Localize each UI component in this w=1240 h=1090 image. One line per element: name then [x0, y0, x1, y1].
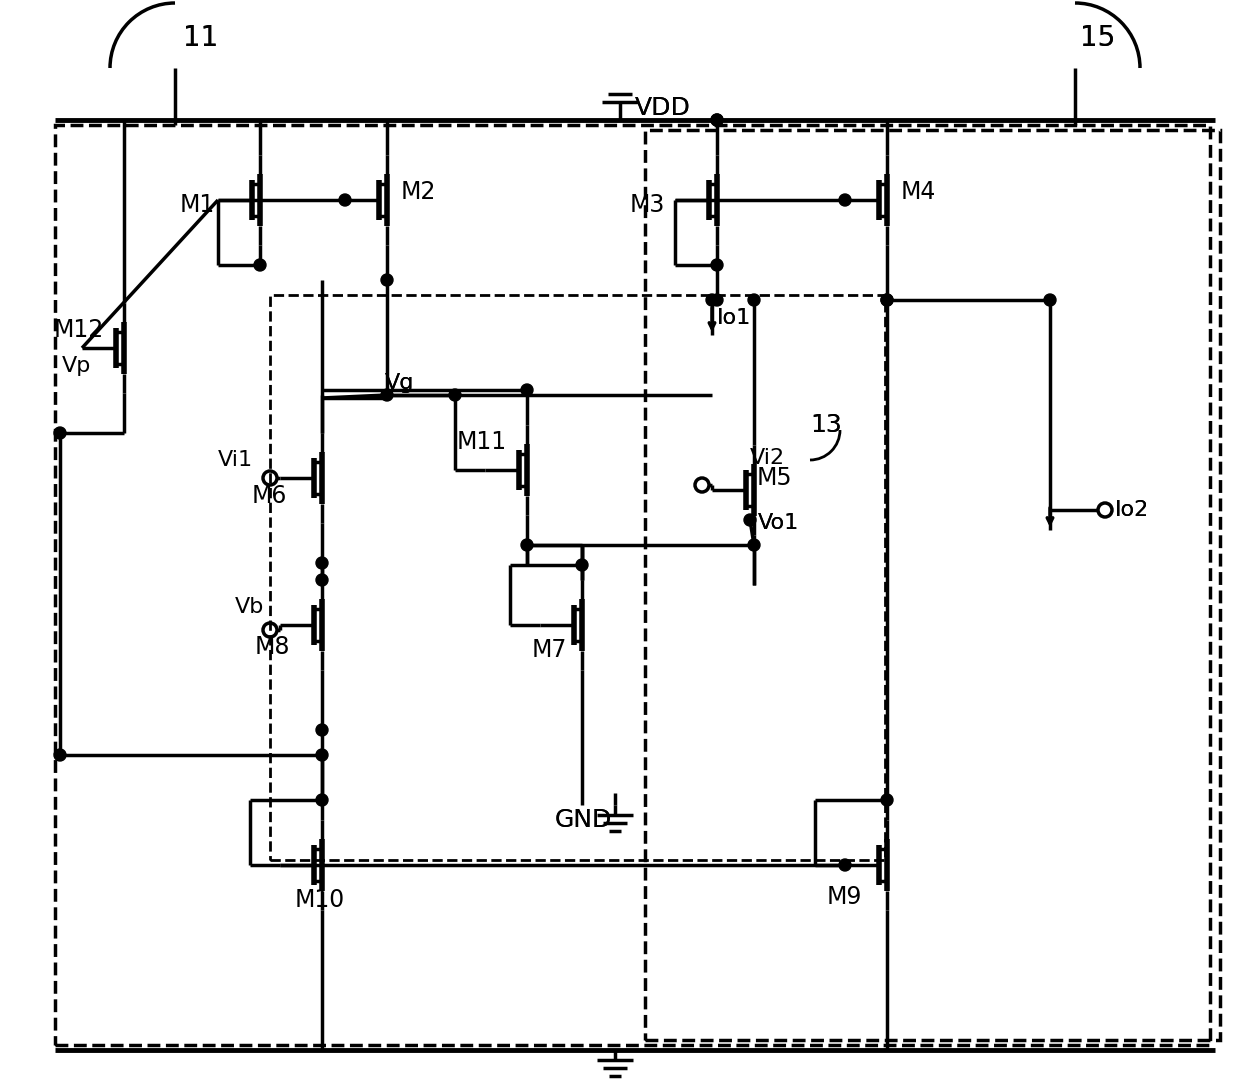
Text: VDD: VDD	[635, 96, 691, 120]
Text: M1: M1	[180, 193, 216, 217]
Text: 13: 13	[810, 413, 842, 437]
Text: M8: M8	[255, 635, 290, 659]
Text: GND: GND	[556, 808, 613, 832]
Text: Vg: Vg	[384, 373, 414, 393]
Bar	[55, 125, 1210, 1045]
Text: M9: M9	[827, 885, 862, 909]
Text: Vi1: Vi1	[218, 450, 253, 470]
Text: M6: M6	[252, 484, 288, 508]
Text: Io2: Io2	[1115, 500, 1149, 520]
Circle shape	[1044, 294, 1056, 306]
Circle shape	[449, 389, 461, 401]
Text: 11: 11	[184, 24, 218, 52]
Text: M4: M4	[901, 180, 936, 204]
Text: Vp: Vp	[62, 356, 92, 376]
Text: VDD: VDD	[635, 96, 691, 120]
Circle shape	[316, 749, 329, 761]
Bar	[645, 130, 1220, 1040]
Text: M3: M3	[630, 193, 666, 217]
Circle shape	[880, 294, 893, 306]
Circle shape	[748, 294, 760, 306]
Circle shape	[839, 194, 851, 206]
Circle shape	[521, 538, 533, 552]
Circle shape	[711, 259, 723, 271]
Text: Vo1: Vo1	[758, 513, 800, 533]
Circle shape	[254, 259, 267, 271]
Text: Io1: Io1	[717, 308, 751, 328]
Circle shape	[381, 274, 393, 286]
Circle shape	[880, 294, 893, 306]
Text: M5: M5	[756, 467, 792, 490]
Text: M2: M2	[401, 180, 436, 204]
Text: M7: M7	[532, 638, 568, 662]
Bar	[270, 295, 885, 860]
Text: 13: 13	[810, 413, 842, 437]
Circle shape	[839, 859, 851, 871]
Circle shape	[381, 389, 393, 401]
Circle shape	[316, 557, 329, 569]
Circle shape	[711, 294, 723, 306]
Text: Io2: Io2	[1115, 500, 1149, 520]
Circle shape	[316, 574, 329, 586]
Circle shape	[748, 538, 760, 552]
Circle shape	[316, 724, 329, 736]
Circle shape	[706, 294, 718, 306]
Text: M11: M11	[458, 429, 507, 455]
Circle shape	[55, 427, 66, 439]
Text: Vb: Vb	[236, 597, 264, 617]
Text: Vo1: Vo1	[758, 513, 800, 533]
Circle shape	[744, 514, 756, 526]
Text: 15: 15	[1080, 24, 1115, 52]
Text: M10: M10	[295, 888, 345, 912]
Circle shape	[577, 559, 588, 571]
Circle shape	[55, 749, 66, 761]
Circle shape	[880, 794, 893, 806]
Text: Io1: Io1	[717, 308, 751, 328]
Text: 11: 11	[184, 24, 218, 52]
Text: Vi2: Vi2	[750, 448, 785, 468]
Text: 15: 15	[1080, 24, 1115, 52]
Text: GND: GND	[556, 808, 613, 832]
Text: M12: M12	[55, 318, 104, 342]
Circle shape	[316, 794, 329, 806]
Text: Vg: Vg	[384, 373, 414, 393]
Circle shape	[711, 114, 723, 126]
Circle shape	[339, 194, 351, 206]
Circle shape	[711, 114, 723, 126]
Circle shape	[521, 384, 533, 396]
